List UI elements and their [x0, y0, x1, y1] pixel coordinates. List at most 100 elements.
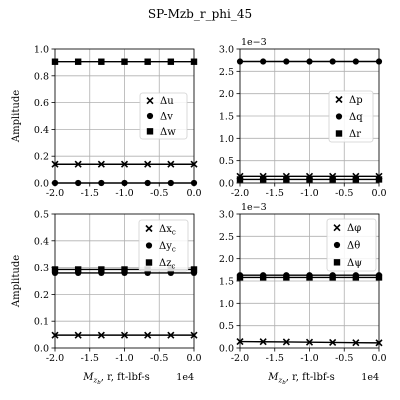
subplot-bottom-left: -2.0 -1.5 -1.0 -0.5 0.0 0.0 0.1 0.2 0.3 0.4 0.5 1e4…: [11, 210, 202, 387]
x-tick-label: -1.5: [266, 188, 284, 199]
y-tick-label: 2.5: [219, 232, 234, 243]
data-point: [98, 59, 104, 65]
data-point: [260, 274, 266, 280]
data-point: [283, 274, 289, 280]
figure-title: SP-Mzb_r_phi_45: [148, 7, 252, 21]
series-3: [52, 59, 197, 65]
x-tick-label: -1.0: [115, 188, 133, 199]
legend-marker: [336, 113, 342, 119]
data-point: [260, 176, 266, 182]
x-tick-label: -1.5: [81, 188, 99, 199]
y-tick-label: 0.5: [219, 156, 234, 167]
legend-marker: [146, 259, 152, 265]
subplot-top-left: -2.0 -1.5 -1.0 -0.5 0.0 0.0 0.2 0.4 0.6 0.8 1.0 Amp…: [11, 45, 202, 200]
x-offset-text: 1e4: [361, 372, 379, 383]
data-point: [283, 58, 289, 64]
x-axis-label: Mzb, r, ft-lbf-s: [82, 372, 149, 386]
y-offset-text: 1e−3: [241, 202, 267, 213]
y-tick-label: 0.3: [34, 263, 49, 274]
data-point: [353, 274, 359, 280]
y-tick-label: 2.5: [219, 67, 234, 78]
x-tick-label: -0.5: [150, 188, 168, 199]
y-tick-label: 0.5: [34, 210, 49, 221]
x-tick-label: -2.0: [46, 188, 64, 199]
y-tick-label: 2.0: [219, 89, 234, 100]
legend-entry: Δθ: [347, 241, 360, 252]
x-tick-label: -2.0: [46, 353, 64, 364]
y-tick-label: 0.1: [34, 317, 49, 328]
data-point: [306, 58, 312, 64]
x-tick-label: 0.0: [186, 188, 201, 199]
data-point: [75, 59, 81, 65]
y-tick-label: 0.0: [34, 344, 49, 355]
data-point: [98, 266, 104, 272]
y-tick-label: 3.0: [219, 45, 234, 56]
data-point: [353, 58, 359, 64]
y-tick-label: 0.2: [34, 152, 49, 163]
data-point: [329, 274, 335, 280]
data-point: [329, 176, 335, 182]
x-tick-label: -1.5: [81, 353, 99, 364]
y-tick-label: 3.0: [219, 210, 234, 221]
legend: Δp Δq Δr: [329, 91, 373, 142]
x-tick-label: -2.0: [231, 353, 249, 364]
x-tick-label: 0.0: [371, 188, 386, 199]
legend-entry: Δφ: [347, 223, 361, 234]
x-tick-label: -1.5: [266, 353, 284, 364]
y-tick-label: 0.5: [219, 321, 234, 332]
x-tick-label: -2.0: [231, 188, 249, 199]
x-tick-label: -1.0: [300, 353, 318, 364]
x-offset-text: 1e4: [176, 372, 194, 383]
x-tick-label: -0.5: [335, 188, 353, 199]
data-point: [306, 176, 312, 182]
y-tick-label: 0.6: [34, 98, 49, 109]
legend-entry: Δp: [349, 95, 363, 106]
legend-marker: [336, 130, 342, 136]
legend-marker: [146, 242, 152, 248]
legend: Δu Δv Δw: [140, 93, 187, 139]
legend: Δxc Δyc Δzc: [139, 220, 188, 271]
x-tick-label: 0.0: [186, 353, 201, 364]
x-axis-label: Mzb, r, ft-lbf-s: [267, 372, 334, 386]
subplot-bottom-right: -2.0 -1.5 -1.0 -0.5 0.0 0.0 0.5 1.0 1.5 2.0 2.5 3.0…: [219, 202, 387, 386]
legend: Δφ Δθ Δψ: [327, 219, 376, 271]
series-2: [237, 58, 382, 64]
data-point: [168, 59, 174, 65]
data-point: [330, 58, 336, 64]
y-tick-label: 0.4: [34, 125, 49, 136]
y-tick-label: 0.4: [34, 236, 49, 247]
legend-entry: Δu: [160, 96, 174, 107]
x-tick-label: -0.5: [150, 353, 168, 364]
data-point: [306, 274, 312, 280]
data-point: [121, 266, 127, 272]
y-tick-label: 1.0: [219, 299, 234, 310]
legend-marker: [147, 128, 153, 134]
data-point: [75, 266, 81, 272]
y-offset-text: 1e−3: [241, 37, 267, 48]
y-tick-label: 0.0: [219, 344, 234, 355]
y-tick-label: 1.0: [219, 134, 234, 145]
y-tick-label: 0.0: [219, 179, 234, 190]
legend-entry: Δr: [349, 129, 361, 140]
x-tick-label: -1.0: [300, 188, 318, 199]
y-tick-label: 1.0: [34, 45, 49, 56]
x-tick-label: -0.5: [335, 353, 353, 364]
y-tick-label: 2.0: [219, 254, 234, 265]
data-point: [353, 176, 359, 182]
data-point: [283, 176, 289, 182]
y-tick-label: 1.5: [219, 112, 234, 123]
legend-entry: Δv: [160, 112, 173, 123]
x-tick-label: 0.0: [371, 353, 386, 364]
y-tick-label: 1.5: [219, 277, 234, 288]
subplot-top-right: -2.0 -1.5 -1.0 -0.5 0.0 0.0 0.5 1.0 1.5 2.0 2.5 3.0…: [219, 37, 387, 199]
series-3: [237, 176, 382, 182]
y-axis-label: Amplitude: [11, 255, 22, 308]
legend-entry: Δq: [349, 112, 363, 123]
legend-entry: Δψ: [347, 258, 362, 269]
y-tick-label: 0.2: [34, 290, 49, 301]
x-tick-label: -1.0: [115, 353, 133, 364]
y-axis-label: Amplitude: [11, 90, 22, 143]
subplot-grid: -2.0 -1.5 -1.0 -0.5 0.0 0.0 0.2 0.4 0.6 0.8 1.0 Amp…: [11, 37, 387, 386]
legend-marker: [334, 259, 340, 265]
